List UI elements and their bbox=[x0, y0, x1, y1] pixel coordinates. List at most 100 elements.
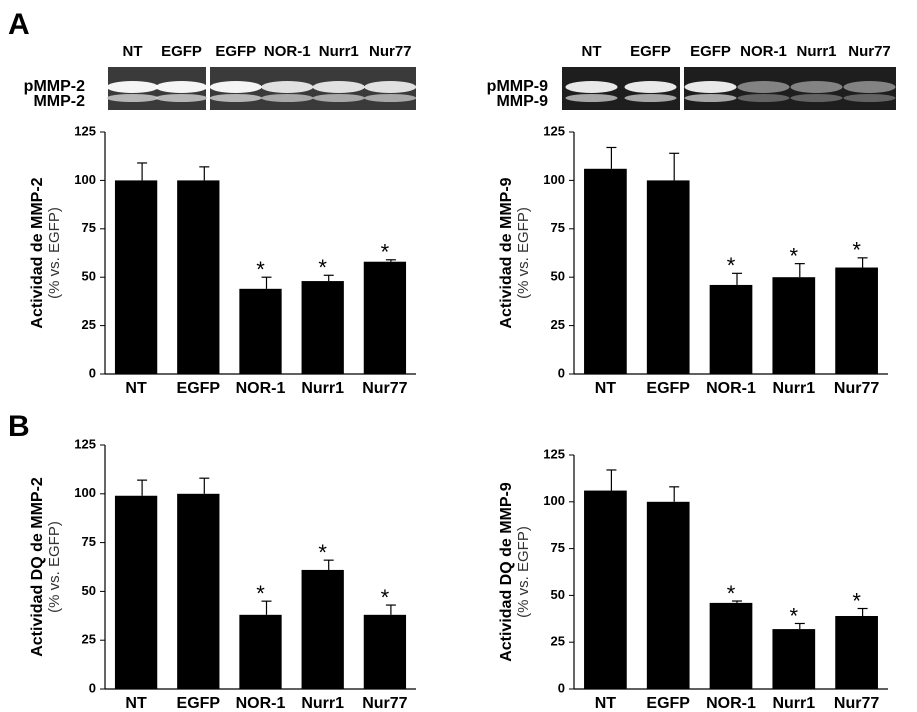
x-tick-label: EGFP bbox=[177, 695, 221, 712]
y-tick-label: 0 bbox=[89, 680, 96, 695]
x-tick-label: NT bbox=[595, 695, 617, 712]
gel-band bbox=[313, 94, 365, 102]
bar bbox=[584, 491, 627, 689]
bar bbox=[239, 289, 281, 374]
lane-label: Nur77 bbox=[848, 43, 891, 60]
significance-mark: * bbox=[318, 255, 327, 280]
x-tick-label: NOR-1 bbox=[706, 695, 756, 712]
lane-label: NOR-1 bbox=[740, 43, 787, 60]
panel-label: A bbox=[8, 8, 30, 41]
lane-label: EGFP bbox=[215, 43, 256, 60]
gel-band bbox=[261, 94, 313, 102]
gel-band bbox=[566, 94, 618, 102]
significance-mark: * bbox=[256, 581, 265, 606]
x-tick-label: EGFP bbox=[646, 695, 690, 712]
bar bbox=[239, 615, 281, 689]
bar bbox=[710, 603, 753, 689]
y-tick-label: 125 bbox=[543, 123, 565, 138]
y-tick-label: 25 bbox=[82, 632, 96, 647]
band-label: MMP-9 bbox=[496, 93, 548, 110]
y-tick-label: 50 bbox=[82, 583, 96, 598]
significance-mark: * bbox=[727, 253, 736, 278]
y-tick-label: 100 bbox=[74, 172, 96, 187]
lane-label: Nur77 bbox=[369, 43, 412, 60]
lane-label: Nurr1 bbox=[319, 43, 359, 60]
y-tick-label: 100 bbox=[543, 172, 565, 187]
bar bbox=[115, 496, 157, 689]
panel-label: B bbox=[8, 410, 30, 443]
bar bbox=[647, 180, 690, 374]
x-tick-label: Nurr1 bbox=[301, 380, 344, 397]
y-tick-label: 25 bbox=[551, 634, 565, 649]
y-axis-sublabel: (% vs. EGFP) bbox=[46, 207, 63, 299]
gel-band bbox=[364, 94, 416, 102]
gel-band bbox=[791, 94, 843, 102]
y-tick-label: 75 bbox=[551, 540, 565, 555]
lane-label: NOR-1 bbox=[264, 43, 311, 60]
y-tick-label: 100 bbox=[543, 493, 565, 508]
x-tick-label: NOR-1 bbox=[706, 380, 756, 397]
x-tick-label: Nurr1 bbox=[772, 695, 815, 712]
significance-mark: * bbox=[790, 603, 799, 628]
y-tick-label: 0 bbox=[558, 680, 565, 695]
y-tick-label: 50 bbox=[551, 587, 565, 602]
gel-band bbox=[156, 94, 208, 102]
gel-band bbox=[313, 81, 365, 93]
significance-mark: * bbox=[256, 257, 265, 282]
bar bbox=[772, 629, 815, 689]
gel-band bbox=[566, 81, 618, 93]
y-tick-label: 125 bbox=[74, 436, 96, 451]
bar bbox=[835, 268, 878, 374]
lane-label: Nurr1 bbox=[796, 43, 836, 60]
y-axis-label: Actividad de MMP-2 bbox=[29, 177, 46, 328]
y-tick-label: 125 bbox=[74, 123, 96, 138]
bar bbox=[835, 616, 878, 689]
x-tick-label: EGFP bbox=[177, 380, 221, 397]
bar bbox=[302, 570, 344, 689]
y-tick-label: 75 bbox=[82, 220, 96, 235]
y-tick-label: 25 bbox=[82, 317, 96, 332]
x-tick-label: Nur77 bbox=[834, 695, 879, 712]
gel-band bbox=[844, 81, 896, 93]
bar bbox=[364, 262, 406, 374]
bar bbox=[302, 281, 344, 374]
bar bbox=[647, 502, 690, 689]
bar bbox=[584, 169, 627, 374]
bar bbox=[177, 180, 219, 374]
significance-mark: * bbox=[852, 238, 861, 263]
gel-band bbox=[791, 81, 843, 93]
y-tick-label: 75 bbox=[82, 534, 96, 549]
gel-band bbox=[685, 81, 737, 93]
bar bbox=[710, 285, 753, 374]
y-tick-label: 125 bbox=[543, 446, 565, 461]
lane-label: EGFP bbox=[690, 43, 731, 60]
y-tick-label: 75 bbox=[551, 220, 565, 235]
y-tick-label: 50 bbox=[82, 269, 96, 284]
significance-mark: * bbox=[790, 243, 799, 268]
lane-label: EGFP bbox=[161, 43, 202, 60]
x-tick-label: EGFP bbox=[646, 380, 690, 397]
gel-band bbox=[107, 94, 159, 102]
gel-band bbox=[107, 81, 159, 93]
gel-band bbox=[625, 94, 677, 102]
x-tick-label: NT bbox=[125, 695, 147, 712]
band-label: MMP-2 bbox=[33, 93, 85, 110]
x-tick-label: NOR-1 bbox=[236, 695, 286, 712]
figure: A B NTEGFPEGFPNOR-1Nurr1Nur77pMMP-2MMP-2… bbox=[0, 0, 917, 712]
y-tick-label: 25 bbox=[551, 317, 565, 332]
x-tick-label: NOR-1 bbox=[236, 380, 286, 397]
y-axis-sublabel: (% vs. EGFP) bbox=[515, 526, 532, 618]
significance-mark: * bbox=[727, 581, 736, 606]
gel-band bbox=[685, 94, 737, 102]
y-axis-label: Actividad DQ de MMP-2 bbox=[29, 477, 46, 657]
significance-mark: * bbox=[381, 585, 390, 610]
x-tick-label: Nur77 bbox=[834, 380, 879, 397]
significance-mark: * bbox=[318, 540, 327, 565]
gel-band bbox=[738, 94, 790, 102]
y-tick-label: 50 bbox=[551, 269, 565, 284]
bar bbox=[177, 494, 219, 689]
bar bbox=[115, 180, 157, 374]
bar bbox=[772, 277, 815, 374]
x-tick-label: Nur77 bbox=[362, 695, 407, 712]
x-tick-label: Nur77 bbox=[362, 380, 407, 397]
